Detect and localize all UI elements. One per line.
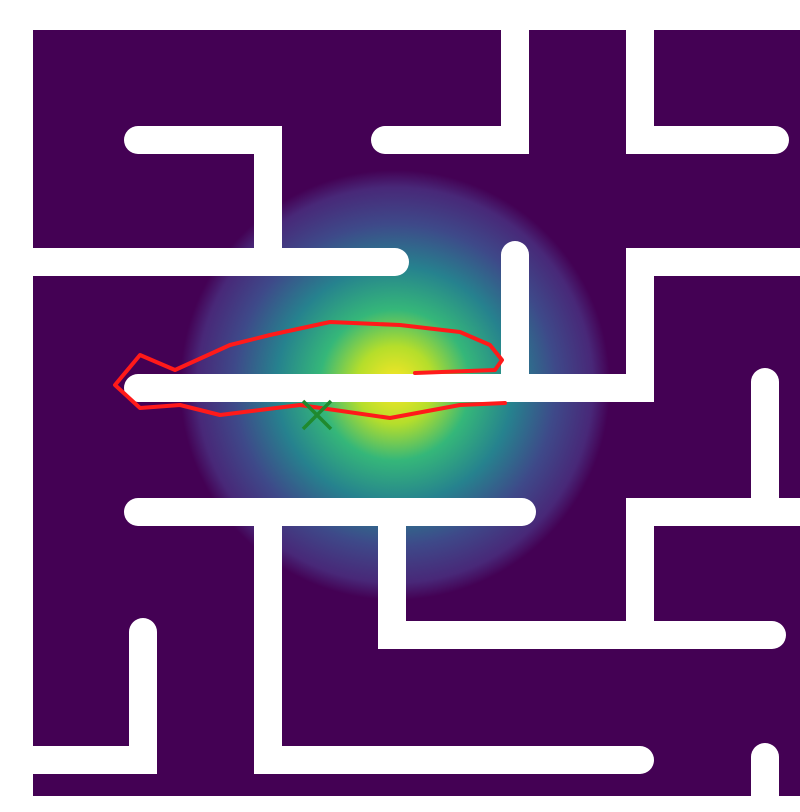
trajectory bbox=[113, 320, 507, 420]
wall bbox=[378, 498, 786, 649]
maze-walls bbox=[6, 16, 800, 812]
wall bbox=[371, 16, 529, 154]
wall bbox=[124, 248, 800, 402]
wall bbox=[626, 16, 789, 154]
marker-stroke bbox=[301, 399, 333, 431]
goal-marker bbox=[301, 399, 333, 431]
wall bbox=[254, 498, 654, 774]
wall bbox=[626, 498, 800, 636]
wall bbox=[6, 618, 157, 774]
wall bbox=[124, 126, 282, 276]
